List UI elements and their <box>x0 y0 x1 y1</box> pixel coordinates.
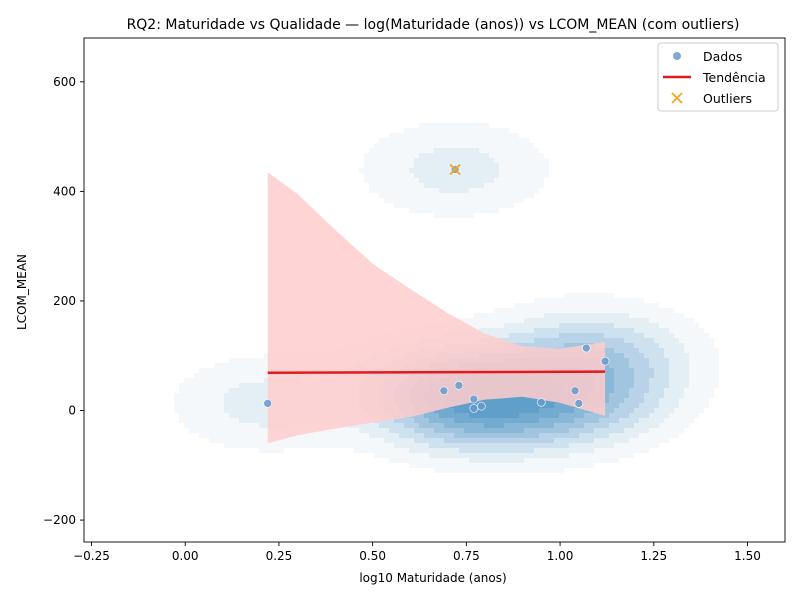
legend-label-dados: Dados <box>703 49 742 64</box>
legend-marker-dados <box>673 52 681 60</box>
x-tick-label: 0.75 <box>453 549 480 563</box>
y-tick-label: −200 <box>43 513 76 527</box>
y-tick-label: 200 <box>53 294 76 308</box>
data-point <box>582 343 591 353</box>
chart-title: RQ2: Maturidade vs Qualidade — log(Matur… <box>127 17 740 33</box>
x-tick-label: 0.25 <box>266 549 293 563</box>
trend-line <box>267 370 606 374</box>
data-point <box>454 381 464 390</box>
axes: −0.25 0.00 0.25 0.50 0.75 1.00 1.25 1.50 −200 0 20… <box>43 37 786 563</box>
plot-frame <box>83 37 786 543</box>
legend-marker-outliers <box>671 92 683 104</box>
y-axis-title: LCOM_MEAN <box>15 254 29 330</box>
x-tick-label: 0.00 <box>172 549 199 563</box>
legend-label-tendencia: Tendência <box>702 70 766 85</box>
data-point <box>570 386 580 396</box>
data-point <box>469 394 479 404</box>
x-tick-label: 1.50 <box>734 549 761 563</box>
data-point <box>600 356 610 366</box>
data-point <box>477 401 486 411</box>
outlier-marker <box>449 163 461 176</box>
trend-confidence-band <box>267 172 606 444</box>
outlier-markers <box>449 163 461 176</box>
x-axis-title: log10 Maturidade (anos) <box>359 571 506 585</box>
x-tick-label: 1.00 <box>547 549 574 563</box>
data-point <box>439 386 449 396</box>
legend: Dados Tendência Outliers <box>657 42 779 112</box>
legend-label-outliers: Outliers <box>703 91 752 106</box>
x-tick-label: 0.50 <box>359 549 386 563</box>
y-tick-label: 0 <box>68 404 76 418</box>
trend-line-path <box>267 370 606 374</box>
y-tick-label: 600 <box>53 75 76 89</box>
y-tick-label: 400 <box>53 184 76 198</box>
legend-box <box>657 42 779 112</box>
data-point <box>263 399 272 408</box>
data-point <box>537 398 546 407</box>
data-point <box>574 399 584 408</box>
x-tick-label: −0.25 <box>73 549 110 563</box>
kde-density-contours <box>174 123 719 473</box>
x-tick-label: 1.25 <box>640 549 667 563</box>
confidence-band <box>267 172 606 444</box>
data-point <box>469 404 479 413</box>
